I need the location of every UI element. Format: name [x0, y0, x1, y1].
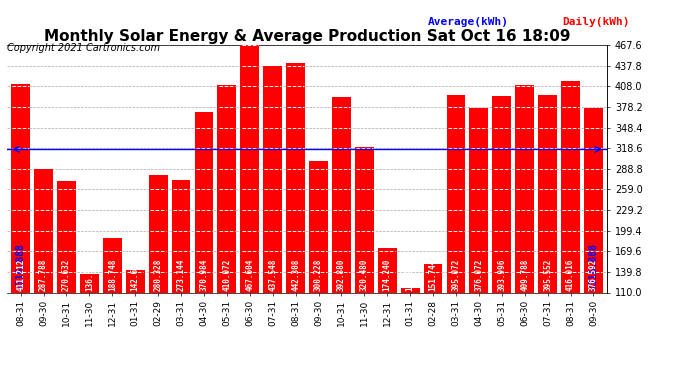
Text: Average(kWh): Average(kWh): [428, 17, 509, 27]
Bar: [34, 170, 53, 292]
Bar: [424, 264, 442, 292]
Bar: [126, 270, 145, 292]
Text: 376.592: 376.592: [589, 259, 598, 291]
Text: 411.212: 411.212: [16, 259, 25, 291]
Text: 300.228: 300.228: [314, 259, 323, 291]
Title: Monthly Solar Energy & Average Production Sat Oct 16 18:09: Monthly Solar Energy & Average Productio…: [43, 29, 571, 44]
Text: 116.984: 116.984: [406, 259, 415, 291]
Text: Daily(kWh): Daily(kWh): [562, 17, 630, 27]
Bar: [57, 182, 76, 292]
Text: 273.144: 273.144: [177, 259, 186, 291]
Text: 136.384: 136.384: [85, 259, 94, 291]
Text: 320.480: 320.480: [359, 259, 369, 291]
Text: 392.880: 392.880: [337, 259, 346, 291]
Text: 142.692: 142.692: [130, 259, 139, 291]
Bar: [378, 248, 397, 292]
Text: 395.552: 395.552: [543, 259, 552, 291]
Text: 410.072: 410.072: [222, 259, 231, 291]
Bar: [149, 175, 168, 292]
Text: Copyright 2021 Cartronics.com: Copyright 2021 Cartronics.com: [7, 43, 160, 53]
Text: 416.016: 416.016: [566, 259, 575, 291]
Text: 370.984: 370.984: [199, 259, 208, 291]
Text: 409.788: 409.788: [520, 259, 529, 291]
Bar: [401, 288, 420, 292]
Text: 151.744: 151.744: [428, 259, 437, 291]
Bar: [217, 85, 236, 292]
Bar: [538, 95, 557, 292]
Bar: [584, 108, 603, 292]
Text: +316.888: +316.888: [589, 243, 598, 290]
Text: 467.604: 467.604: [245, 259, 255, 291]
Text: 395.072: 395.072: [451, 259, 460, 291]
Bar: [286, 63, 305, 292]
Bar: [80, 274, 99, 292]
Bar: [515, 85, 534, 292]
Text: 442.308: 442.308: [291, 259, 300, 291]
Bar: [493, 96, 511, 292]
Text: 287.788: 287.788: [39, 259, 48, 291]
Bar: [469, 108, 489, 292]
Text: 280.328: 280.328: [154, 259, 163, 291]
Text: 393.996: 393.996: [497, 259, 506, 291]
Text: 174.240: 174.240: [383, 259, 392, 291]
Text: 188.748: 188.748: [108, 259, 117, 291]
Bar: [172, 180, 190, 292]
Text: 437.548: 437.548: [268, 259, 277, 291]
Bar: [11, 84, 30, 292]
Bar: [103, 238, 121, 292]
Bar: [264, 66, 282, 292]
Bar: [309, 161, 328, 292]
Bar: [446, 95, 465, 292]
Text: +316.888: +316.888: [16, 243, 26, 290]
Bar: [195, 112, 213, 292]
Text: 376.072: 376.072: [475, 259, 484, 291]
Bar: [561, 81, 580, 292]
Bar: [332, 97, 351, 292]
Bar: [240, 45, 259, 292]
Bar: [355, 147, 374, 292]
Text: 270.632: 270.632: [62, 259, 71, 291]
